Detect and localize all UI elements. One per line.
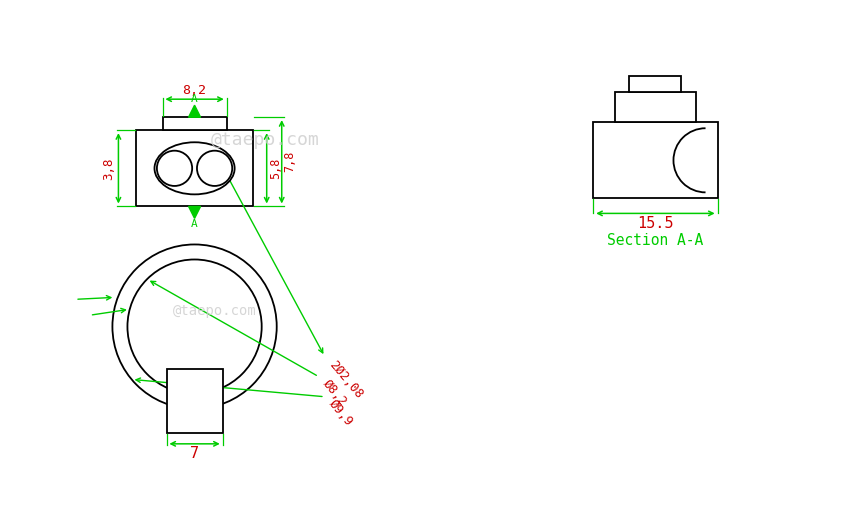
Circle shape: [157, 151, 192, 186]
Text: A: A: [191, 219, 198, 229]
Ellipse shape: [155, 142, 235, 194]
Text: Section A-A: Section A-A: [607, 234, 704, 249]
Text: Ø9,9: Ø9,9: [326, 398, 355, 429]
Text: @taepo.com: @taepo.com: [210, 131, 319, 149]
Text: 15.5: 15.5: [638, 216, 674, 231]
Text: A: A: [191, 94, 198, 104]
Text: 3,8: 3,8: [102, 157, 116, 179]
Text: 7,8: 7,8: [284, 151, 297, 173]
Bar: [615, 92, 695, 122]
Text: Ø8,2: Ø8,2: [320, 378, 349, 409]
Polygon shape: [189, 105, 201, 117]
Text: @taepo.com: @taepo.com: [173, 304, 257, 318]
Bar: [167, 369, 223, 433]
Circle shape: [197, 151, 232, 186]
Text: 8,2: 8,2: [183, 84, 207, 97]
Bar: [593, 122, 717, 199]
Bar: [137, 130, 252, 207]
Circle shape: [112, 244, 277, 409]
Bar: [162, 117, 227, 130]
Bar: [629, 76, 682, 92]
Text: 7: 7: [190, 446, 199, 461]
Text: 2Ø2,08: 2Ø2,08: [326, 358, 366, 401]
Polygon shape: [189, 207, 201, 218]
Text: 5,8: 5,8: [269, 158, 281, 179]
Circle shape: [128, 260, 262, 394]
